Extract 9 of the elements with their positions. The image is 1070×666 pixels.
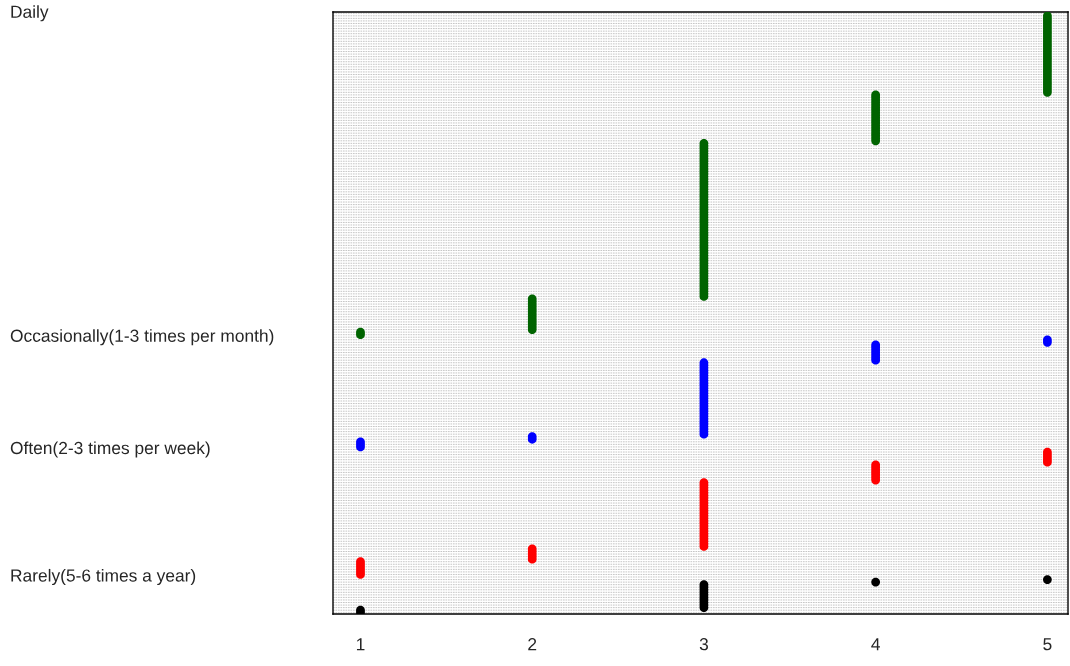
y-tick-label: Daily xyxy=(11,5,49,22)
x-tick-label: 1 xyxy=(356,638,365,651)
y-tick-label: Rarely(5-6 times a year) xyxy=(11,568,196,586)
y-tick-label: Occasionally(1-3 times per month) xyxy=(10,329,274,346)
x-tick-label: 5 xyxy=(1043,638,1052,651)
x-tick-label: 4 xyxy=(871,638,880,651)
x-tick-label: 3 xyxy=(699,638,708,651)
y-tick-label: Often(2-3 times per week) xyxy=(10,441,210,458)
x-tick-label: 2 xyxy=(528,638,537,651)
